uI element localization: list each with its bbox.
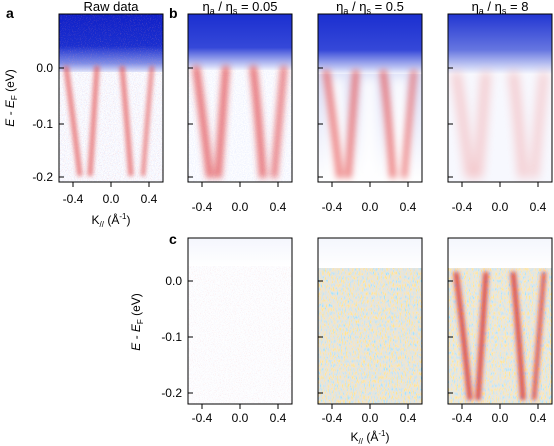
panel-label-b: b xyxy=(169,5,178,21)
x-tick-label: 0.0 xyxy=(232,200,249,214)
x-tick-label: 0.4 xyxy=(270,200,287,214)
x-axis-label-row2: K// (Å-1) xyxy=(351,429,390,446)
title-ratio-0p5: ηa / ηs = 0.5 xyxy=(336,0,404,16)
panel-b3-image xyxy=(448,14,552,182)
x-tick-label: -0.4 xyxy=(452,200,473,214)
panel-label-c: c xyxy=(169,231,177,247)
x-ticks-row2: -0.4 0.0 0.4 -0.4 0.0 0.4 -0.4 0.0 0.4 xyxy=(192,411,547,425)
y-tick-label: 0.0 xyxy=(165,274,182,288)
x-tick-label: -0.4 xyxy=(63,192,84,206)
y-ticks-panel-a: 0.0 -0.1 -0.2 xyxy=(32,61,64,184)
x-tick-label: 0.0 xyxy=(492,411,509,425)
panel-a-image xyxy=(59,14,163,182)
y-axis-label-row2: E - EF (eV) xyxy=(129,293,145,351)
panel-c3-image xyxy=(448,238,552,404)
y-tick-label: -0.2 xyxy=(32,170,53,184)
x-tick-label: 0.0 xyxy=(103,192,120,206)
x-tick-label: -0.4 xyxy=(322,200,343,214)
title-raw-data: Raw data xyxy=(84,0,140,14)
title-ratio-0p05: ηa / ηs = 0.05 xyxy=(203,0,278,16)
y-tick-label: 0.0 xyxy=(36,61,53,75)
y-ticks-panel-c: 0.0 -0.1 -0.2 xyxy=(161,274,182,400)
y-tick-label: -0.1 xyxy=(32,117,53,131)
panel-c1-image xyxy=(188,238,292,404)
x-tick-label: 0.4 xyxy=(400,411,417,425)
x-tick-label: -0.4 xyxy=(192,411,213,425)
x-axis-label-row1: K// (Å-1) xyxy=(92,212,131,229)
x-tick-marks-row2 xyxy=(201,404,539,409)
x-tick-label: 0.4 xyxy=(141,192,158,206)
x-tick-label: 0.4 xyxy=(530,411,547,425)
x-tick-label: -0.4 xyxy=(322,411,343,425)
y-tick-label: -0.2 xyxy=(161,386,182,400)
x-tick-label: 0.0 xyxy=(492,200,509,214)
x-tick-label: 0.4 xyxy=(530,200,547,214)
x-tick-label: 0.4 xyxy=(270,411,287,425)
y-tick-marks-row1 xyxy=(188,67,453,178)
panel-b2-image xyxy=(318,14,422,182)
x-tick-label: -0.4 xyxy=(192,200,213,214)
y-tick-label: -0.1 xyxy=(161,330,182,344)
x-tick-label: 0.0 xyxy=(232,411,249,425)
x-tick-label: 0.4 xyxy=(400,200,417,214)
x-tick-label: 0.0 xyxy=(362,200,379,214)
panel-label-a: a xyxy=(6,5,14,21)
panel-c2-image xyxy=(318,238,422,404)
y-axis-label-row1: E - EF (eV) xyxy=(3,69,19,127)
title-ratio-8: ηa / ηs = 8 xyxy=(472,0,529,16)
x-tick-label: -0.4 xyxy=(452,411,473,425)
x-tick-label: 0.0 xyxy=(362,411,379,425)
panel-b1-image xyxy=(188,14,292,182)
y-tick-marks-row2 xyxy=(188,280,453,394)
x-ticks-row1: -0.4 0.0 0.4 -0.4 0.0 0.4 -0.4 0.0 0.4 -… xyxy=(63,192,547,214)
x-tick-marks-row1 xyxy=(72,182,539,187)
